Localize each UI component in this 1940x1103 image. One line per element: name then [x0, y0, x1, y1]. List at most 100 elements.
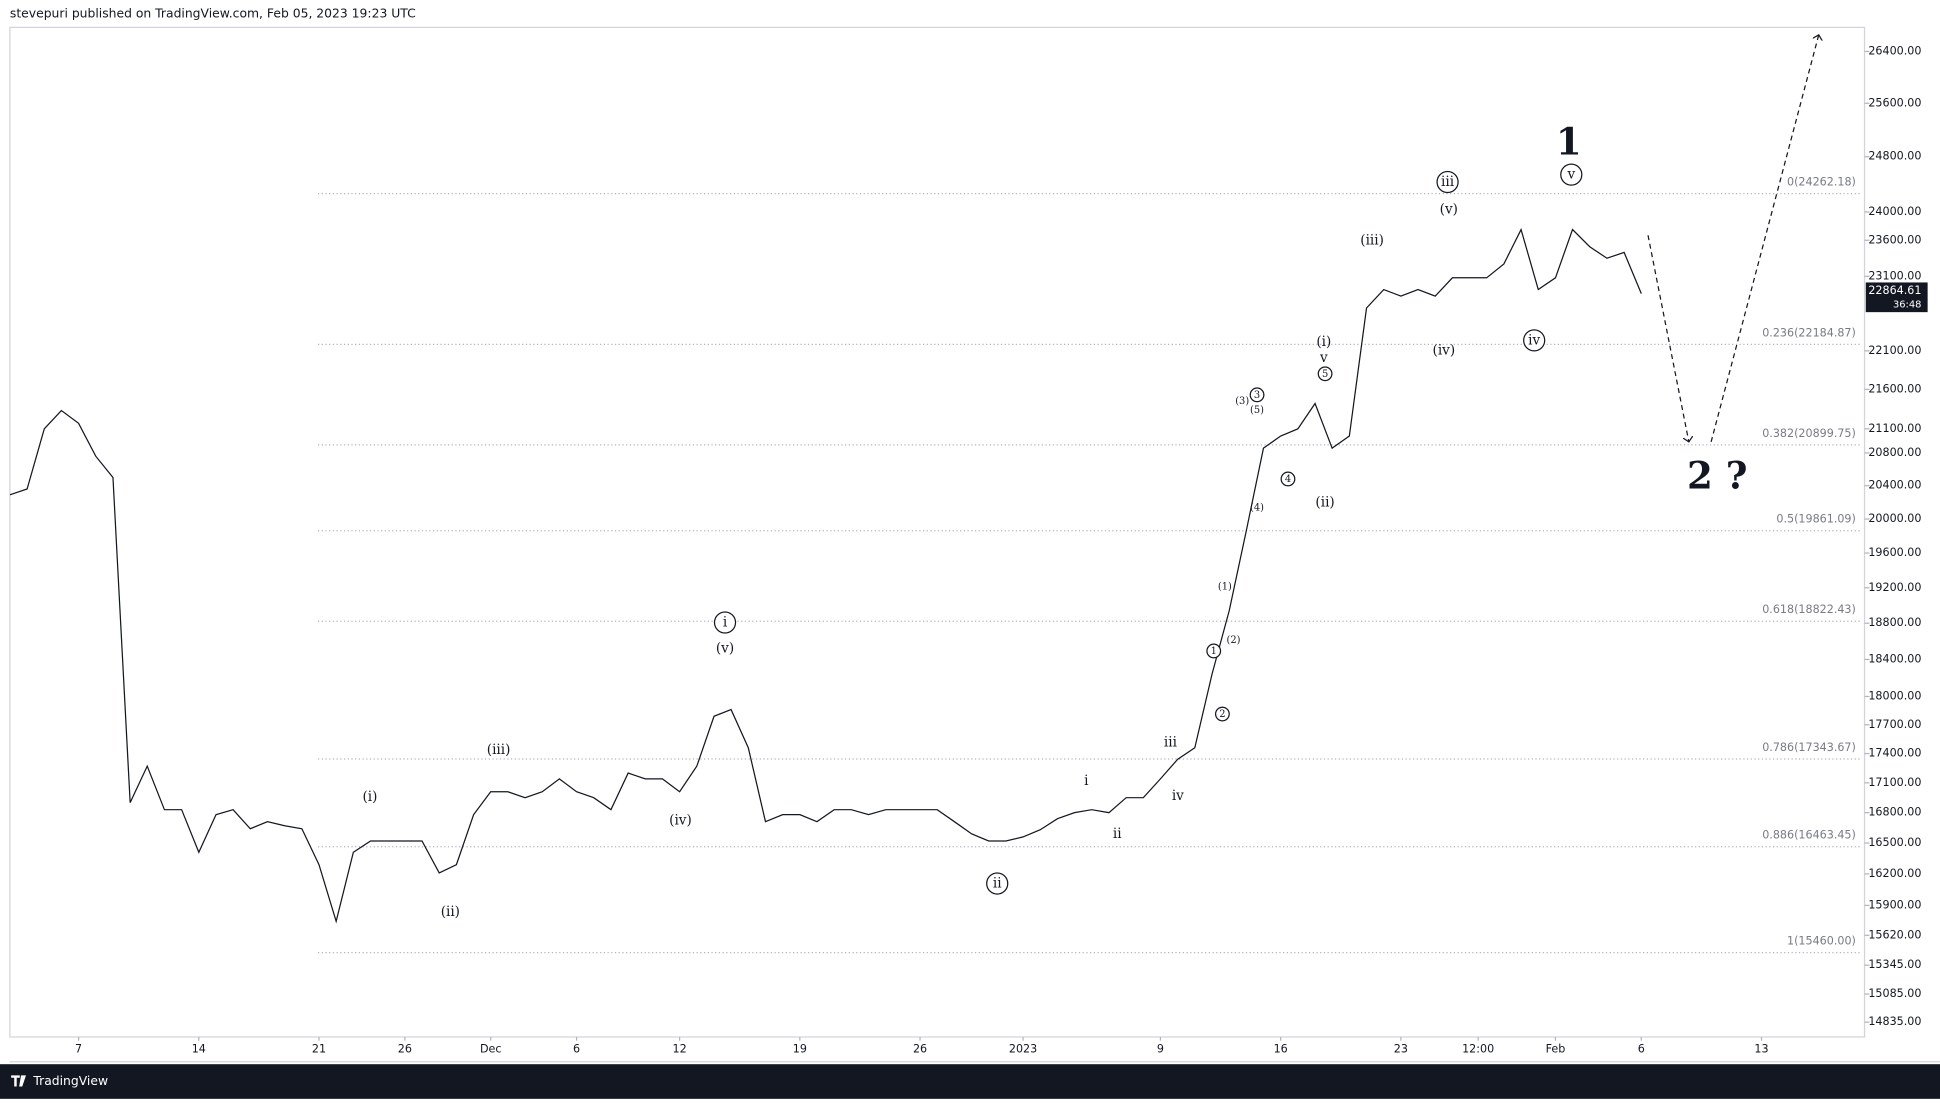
y-tick-label: 20000.00	[1868, 512, 1921, 525]
countdown: 36:48	[1893, 300, 1921, 311]
fib-label: 0.5(19861.09)	[1776, 513, 1855, 526]
wave-label: (4)	[1250, 503, 1264, 514]
y-tick-label: 15620.00	[1868, 928, 1921, 941]
y-tick-label: 26400.00	[1868, 44, 1921, 57]
x-tick-label: Dec	[480, 1042, 502, 1055]
wave-circle	[1214, 706, 1230, 722]
x-tick-label: 19	[793, 1042, 807, 1055]
wave-label: (iii)	[1360, 232, 1384, 248]
wave-circle	[1249, 387, 1265, 403]
logo	[11, 1075, 26, 1087]
y-tick-label: 17700.00	[1868, 718, 1921, 731]
wave-circle	[986, 872, 1009, 895]
y-tick-label: 21100.00	[1868, 422, 1921, 435]
wave-circle	[1280, 471, 1296, 487]
y-tick-label: 20400.00	[1868, 479, 1921, 492]
wave-circle	[1560, 163, 1583, 186]
last-price-box	[1865, 282, 1928, 313]
wave-label: (5)	[1250, 405, 1264, 416]
wave-label: ii	[993, 876, 1002, 892]
fib-label: 0.382(20899.75)	[1762, 427, 1856, 440]
x-tick-label: 9	[1157, 1042, 1164, 1055]
x-tick-label: 13	[1754, 1042, 1768, 1055]
y-tick-label: 23100.00	[1868, 269, 1921, 282]
x-tick-label: Feb	[1546, 1042, 1566, 1055]
y-tick-label: 18000.00	[1868, 689, 1921, 702]
x-tick-label: 21	[312, 1042, 326, 1055]
y-tick-label: 18800.00	[1868, 616, 1921, 629]
wave-label: 1	[1556, 119, 1582, 163]
wave-label: i	[1084, 773, 1089, 789]
wave-circle	[1317, 366, 1333, 382]
y-tick-label: 16200.00	[1868, 867, 1921, 880]
x-tick-label: 7	[75, 1042, 82, 1055]
projection-up	[1710, 35, 1819, 443]
wave-label: (ii)	[441, 904, 460, 920]
y-tick-label: 20800.00	[1868, 446, 1921, 459]
plot-frame	[9, 26, 1866, 1038]
y-tick-label: 19600.00	[1868, 546, 1921, 559]
header: stevepuri published on TradingView.com, …	[10, 6, 416, 20]
wave-label: (2)	[1227, 635, 1241, 646]
y-tick-label: 16800.00	[1868, 806, 1921, 819]
x-tick-label: 12:00	[1462, 1042, 1494, 1055]
wave-label: 2 ?	[1687, 453, 1747, 497]
fib-label: 0.236(22184.87)	[1762, 326, 1856, 339]
wave-label: 3	[1254, 390, 1260, 401]
wave-label: (i)	[1316, 334, 1331, 350]
y-tick-label: 22100.00	[1868, 344, 1921, 357]
y-tick-label: 21600.00	[1868, 382, 1921, 395]
wave-circle	[713, 611, 737, 634]
wave-label: (iii)	[487, 742, 511, 758]
wave-label: (v)	[716, 641, 734, 657]
projection	[1647, 35, 1819, 443]
wave-label: ii	[1113, 826, 1122, 842]
wave-label: 5	[1322, 369, 1328, 380]
footer-bar	[0, 1064, 1940, 1099]
x-tick-label: 6	[573, 1042, 580, 1055]
wave-label: (v)	[1440, 201, 1458, 217]
y-tick-label: 17400.00	[1868, 747, 1921, 760]
wave-circle	[1436, 170, 1459, 194]
price-line	[9, 227, 1642, 924]
y-tick-label: 15085.00	[1868, 987, 1921, 1000]
wave-label: (3)	[1235, 396, 1249, 407]
y-tick-label: 15345.00	[1868, 958, 1921, 971]
y-tick-label: 15900.00	[1868, 898, 1921, 911]
fib-label: 1(15460.00)	[1787, 935, 1856, 948]
x-tick-label: 12	[673, 1042, 687, 1055]
y-tick-label: 16500.00	[1868, 836, 1921, 849]
y-tick-label: 25600.00	[1868, 96, 1921, 109]
y-tick-label: 18400.00	[1868, 652, 1921, 665]
wave-label: iv	[1528, 333, 1540, 349]
x-tick-label: 16	[1274, 1042, 1288, 1055]
wave-label: iii	[1164, 735, 1178, 751]
y-tick-label: 24000.00	[1868, 205, 1921, 218]
wave-label: iii	[1441, 174, 1455, 190]
wave-label: iv	[1172, 788, 1184, 804]
fib-label: 0.618(18822.43)	[1762, 603, 1856, 616]
last-price: 22864.61	[1868, 284, 1921, 297]
fib-label: 0.886(16463.45)	[1762, 829, 1856, 842]
wave-label: 1	[1211, 646, 1217, 657]
y-tick-label: 23600.00	[1868, 233, 1921, 246]
fib-label: 0.786(17343.67)	[1762, 741, 1856, 754]
x-tick-label: 26	[398, 1042, 412, 1055]
wave-label: (ii)	[1315, 495, 1334, 511]
wave-label: (i)	[362, 789, 377, 805]
projection-down	[1647, 235, 1689, 442]
x-tick-label: 2023	[1009, 1042, 1037, 1055]
fib-label: 0(24262.18)	[1787, 176, 1856, 189]
wave-circle	[1206, 643, 1222, 659]
x-tick-label: 26	[913, 1042, 927, 1055]
y-tick-label: 14835.00	[1868, 1015, 1921, 1028]
wave-label: i	[723, 615, 728, 631]
wave-label: 4	[1285, 474, 1291, 485]
wave-label: (iv)	[669, 813, 692, 829]
y-tick-label: 24800.00	[1868, 150, 1921, 163]
y-tick-label: 17100.00	[1868, 776, 1921, 789]
wave-label: v	[1319, 350, 1328, 366]
